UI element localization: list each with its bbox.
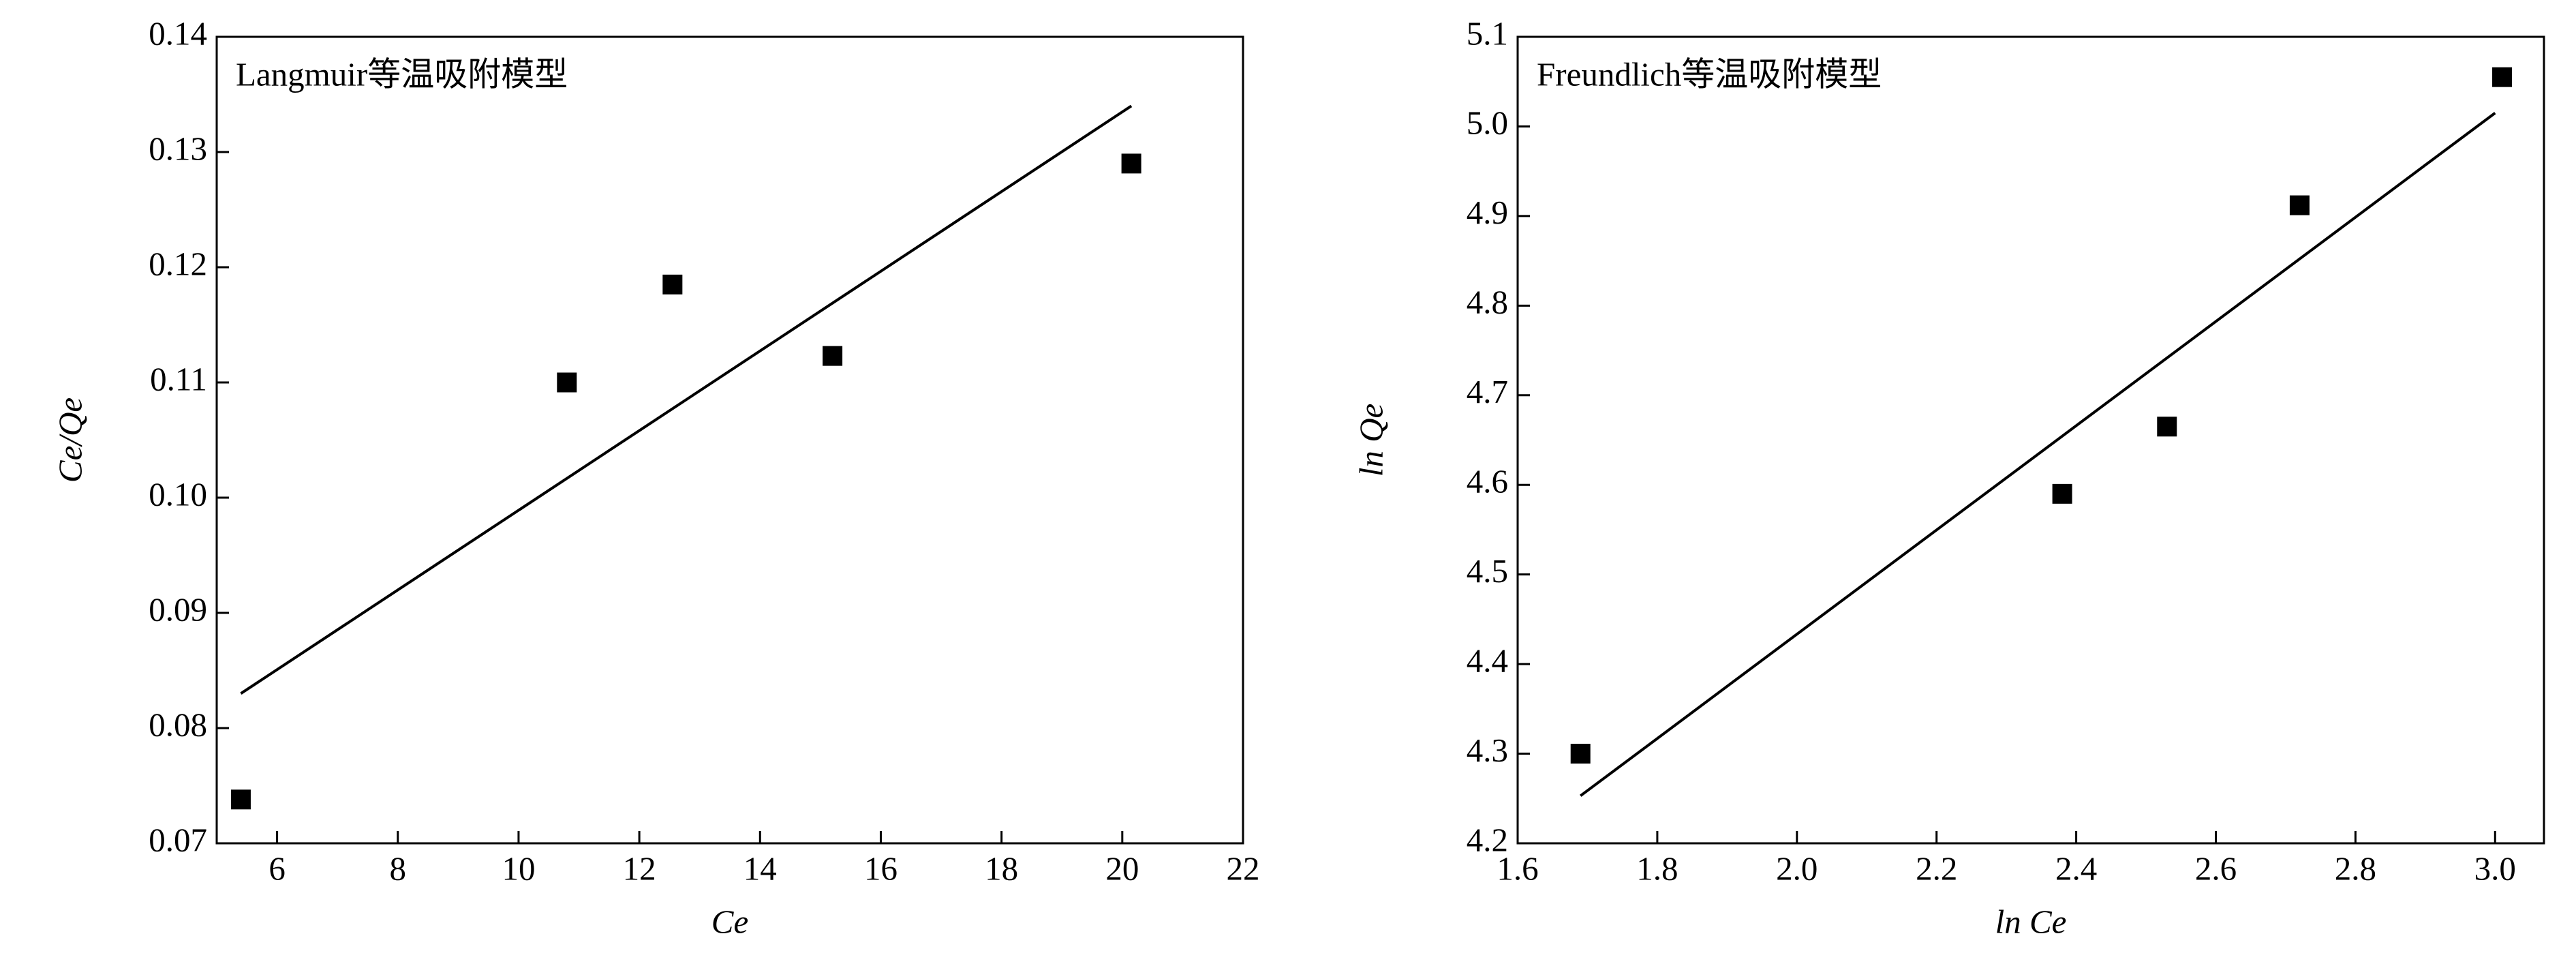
plot-frame	[1516, 35, 2545, 845]
y-tick-label: 0.10	[149, 475, 207, 513]
y-tick-label: 0.13	[149, 130, 207, 167]
x-tick-label: 12	[623, 849, 656, 887]
data-point	[1121, 153, 1141, 174]
data-point	[2289, 195, 2310, 215]
y-tick-label: 0.14	[149, 14, 207, 52]
x-tick-label: 6	[269, 849, 286, 887]
y-tick-label: 5.1	[1467, 14, 1508, 52]
y-tick-label: 4.4	[1467, 642, 1508, 679]
y-tick-label: 4.2	[1467, 821, 1508, 858]
data-point	[230, 789, 251, 810]
fit-line	[1580, 112, 2496, 797]
x-tick-label: 1.8	[1636, 849, 1678, 887]
y-tick-label: 0.07	[149, 821, 207, 858]
x-tick-label: 2.4	[2055, 849, 2097, 887]
plot-frame	[215, 35, 1244, 845]
x-tick-label: 10	[502, 849, 535, 887]
x-tick-label: 3.0	[2474, 849, 2516, 887]
x-axis-label: ln Ce	[1995, 903, 2067, 940]
y-tick-label: 4.9	[1467, 194, 1508, 231]
data-point	[823, 346, 843, 366]
y-tick-label: 0.12	[149, 245, 207, 282]
fit-line	[240, 104, 1133, 695]
x-tick-label: 18	[985, 849, 1018, 887]
data-point	[662, 274, 683, 295]
data-point	[1570, 744, 1591, 764]
data-point	[2052, 483, 2072, 504]
data-point	[557, 372, 577, 393]
x-tick-label: 2.8	[2335, 849, 2376, 887]
y-axis-label: Ce/Qe	[51, 397, 89, 483]
data-point	[2157, 417, 2177, 437]
x-axis-label: Ce	[711, 903, 748, 940]
y-tick-label: 0.11	[150, 360, 207, 397]
y-tick-label: 4.8	[1467, 284, 1508, 321]
y-tick-label: 4.5	[1467, 552, 1508, 590]
y-tick-label: 0.09	[149, 590, 207, 628]
x-tick-label: 2.0	[1776, 849, 1818, 887]
x-tick-label: 22	[1227, 849, 1260, 887]
x-tick-label: 20	[1105, 849, 1139, 887]
plot-annotation: Freundlich等温吸附模型	[1537, 55, 1882, 93]
y-axis-label: ln Qe	[1352, 404, 1390, 477]
x-tick-label: 2.2	[1916, 849, 1957, 887]
x-tick-label: 1.6	[1497, 849, 1538, 887]
y-tick-label: 0.08	[149, 706, 207, 743]
data-point	[2492, 67, 2513, 87]
y-tick-label: 5.0	[1467, 104, 1508, 142]
x-tick-label: 2.6	[2195, 849, 2237, 887]
y-tick-label: 4.3	[1467, 731, 1508, 769]
x-tick-label: 8	[390, 849, 407, 887]
y-tick-label: 4.6	[1467, 462, 1508, 500]
x-tick-label: 14	[743, 849, 777, 887]
plot-annotation: Langmuir等温吸附模型	[236, 55, 568, 93]
x-tick-label: 16	[864, 849, 898, 887]
y-tick-label: 4.7	[1467, 373, 1508, 410]
